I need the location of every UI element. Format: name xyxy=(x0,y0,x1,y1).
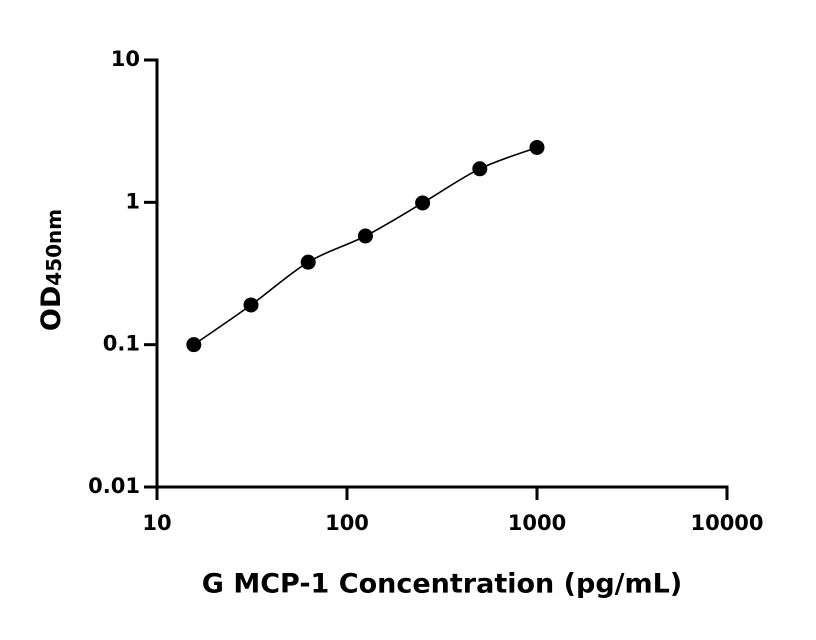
x-tick-label: 10 xyxy=(142,511,171,535)
data-point xyxy=(243,297,259,313)
y-tick-label: 1 xyxy=(125,189,140,213)
data-point xyxy=(357,228,373,244)
data-point xyxy=(529,139,545,155)
x-tick-label: 100 xyxy=(325,511,369,535)
data-point xyxy=(415,195,431,211)
y-axis-title-main: OD xyxy=(36,286,67,331)
data-point xyxy=(186,337,202,353)
x-axis-title: G MCP-1 Concentration (pg/mL) xyxy=(202,569,682,600)
data-point xyxy=(472,161,488,177)
y-tick-label: 0.01 xyxy=(88,474,140,498)
data-point xyxy=(300,254,316,270)
y-axis-title: OD450nm xyxy=(36,209,67,331)
fit-curve xyxy=(193,146,538,346)
y-tick-label: 10 xyxy=(111,47,140,71)
x-tick-label: 1000 xyxy=(508,511,566,535)
x-tick-label: 10000 xyxy=(690,511,763,535)
y-axis-title-sub: 450nm xyxy=(42,209,66,286)
y-tick-label: 0.1 xyxy=(103,332,140,356)
